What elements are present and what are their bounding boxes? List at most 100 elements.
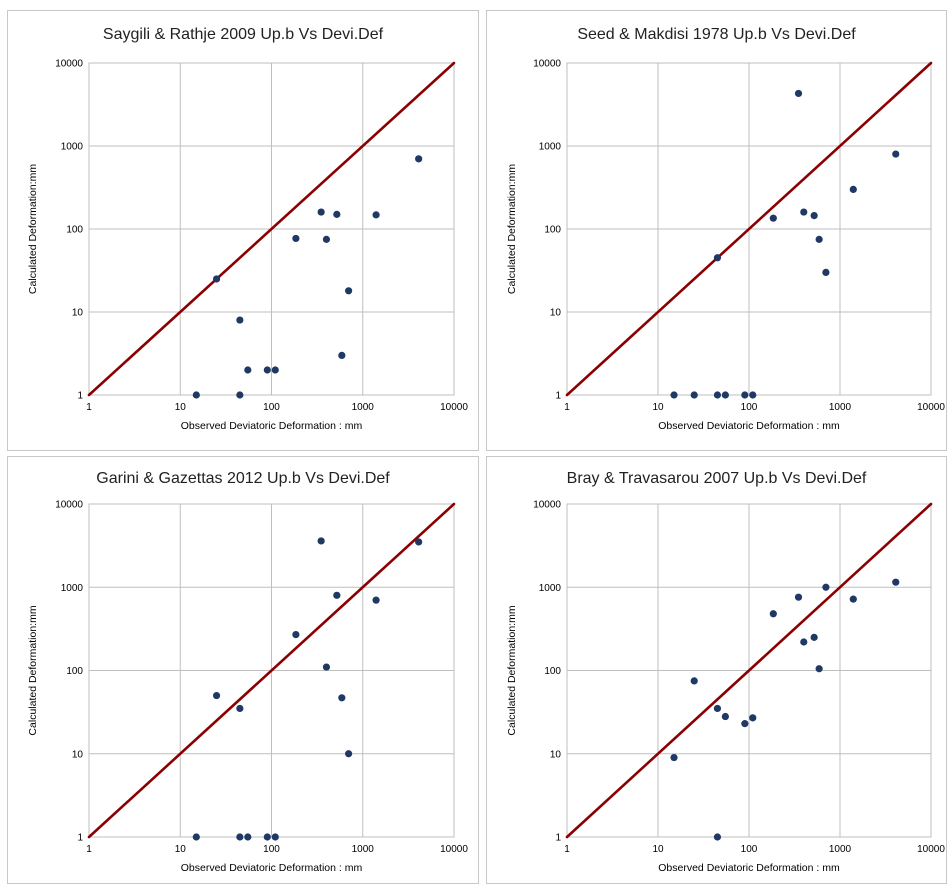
data-point	[815, 665, 823, 673]
data-point	[749, 714, 757, 722]
chart-panel-saygili-rathje: Saygili & Rathje 2009 Up.b Vs Devi.Def 1 1…	[7, 10, 479, 451]
reference-line-y-equals-x	[87, 61, 456, 397]
data-point	[372, 596, 380, 604]
data-points	[670, 89, 900, 399]
data-point	[713, 254, 722, 262]
scatter-plot: Saygili & Rathje 2009 Up.b Vs Devi.Def 1 1…	[27, 26, 468, 432]
data-point	[794, 89, 803, 98]
data-point	[292, 234, 300, 243]
x-tick-label: 1000	[352, 402, 375, 413]
y-axis-label: Calculated Deformation:mm	[27, 605, 39, 735]
data-point	[236, 316, 244, 324]
data-point	[345, 750, 353, 758]
data-point	[713, 391, 722, 399]
data-point	[800, 638, 808, 646]
x-tick-label: 10	[652, 402, 664, 413]
data-point	[769, 610, 777, 618]
y-tick-label: 10000	[55, 59, 83, 70]
data-point	[690, 677, 698, 685]
chart-title: Garini & Gazettas 2012 Up.b Vs Devi.Def	[96, 470, 390, 487]
data-points	[192, 155, 423, 399]
plot-frame	[566, 503, 932, 838]
plot-frame	[88, 62, 455, 396]
y-tick-label: 10	[550, 749, 562, 760]
data-point	[244, 366, 252, 374]
data-point	[236, 704, 244, 713]
x-axis-label: Observed Deviatoric Deformation : mm	[658, 420, 840, 432]
data-point	[713, 833, 722, 841]
y-tick-label: 10	[72, 308, 84, 319]
data-point	[892, 150, 900, 158]
data-point	[236, 391, 244, 399]
data-point	[236, 833, 244, 841]
data-point	[192, 391, 200, 399]
data-point	[670, 753, 678, 762]
data-point	[822, 583, 830, 591]
x-tick-label: 1000	[829, 402, 852, 413]
scatter-plot: Garini & Gazettas 2012 Up.b Vs Devi.Def 1…	[27, 470, 468, 874]
data-point	[741, 720, 749, 728]
data-point	[212, 691, 221, 700]
data-point	[794, 593, 803, 601]
data-point	[815, 235, 823, 243]
y-tick-label: 10	[72, 749, 84, 760]
data-point	[322, 663, 331, 671]
data-point	[892, 578, 900, 586]
data-point	[721, 712, 729, 721]
y-tick-label: 10000	[533, 500, 561, 511]
y-tick-label: 10000	[533, 59, 561, 70]
y-axis-label: Calculated Deformation:mm	[27, 164, 39, 294]
data-point	[317, 208, 325, 216]
chart-panel-seed-makdisi: Seed & Makdisi 1978 Up.b Vs Devi.Def 1 10 1…	[486, 10, 947, 451]
y-tick-label: 10000	[55, 500, 83, 511]
x-tick-label: 10000	[917, 844, 945, 855]
x-tick-label: 1	[564, 402, 570, 413]
data-point	[800, 208, 808, 216]
chart-title: Saygili & Rathje 2009 Up.b Vs Devi.Def	[103, 26, 384, 43]
data-point	[333, 210, 341, 218]
scatter-plot: Seed & Makdisi 1978 Up.b Vs Devi.Def 1 10 1…	[506, 26, 945, 432]
data-point	[244, 833, 252, 841]
y-tick-label: 1000	[61, 583, 84, 594]
y-axis-label: Calculated Deformation:mm	[506, 164, 518, 294]
x-tick-label: 10000	[440, 844, 468, 855]
y-tick-label: 100	[66, 225, 83, 236]
data-point	[271, 366, 279, 374]
y-tick-label: 1000	[539, 142, 562, 153]
scatter-plot: Bray & Travasarou 2007 Up.b Vs Devi.Def 1…	[506, 470, 945, 874]
chart-title: Bray & Travasarou 2007 Up.b Vs Devi.Def	[567, 470, 867, 487]
y-axis-label: Calculated Deformation:mm	[506, 605, 518, 735]
y-tick-label: 1	[555, 833, 561, 844]
x-axis-label: Observed Deviatoric Deformation : mm	[181, 862, 363, 874]
data-point	[415, 155, 423, 163]
data-point	[338, 351, 346, 359]
plot-frame	[88, 503, 455, 838]
data-point	[690, 391, 698, 399]
data-point	[263, 366, 271, 374]
data-point	[271, 833, 279, 841]
y-tick-label: 1	[555, 391, 561, 402]
x-tick-label: 100	[263, 844, 280, 855]
data-point	[741, 391, 749, 399]
x-tick-label: 100	[263, 402, 280, 413]
x-tick-label: 1	[86, 402, 92, 413]
data-point	[769, 214, 777, 222]
y-tick-label: 100	[66, 666, 83, 677]
x-tick-label: 10000	[917, 402, 945, 413]
data-point	[849, 185, 857, 193]
data-point	[713, 704, 722, 713]
x-axis-label: Observed Deviatoric Deformation : mm	[658, 862, 840, 874]
x-tick-label: 10	[652, 844, 664, 855]
data-point	[333, 591, 341, 599]
chart-panel-bray-travasarou: Bray & Travasarou 2007 Up.b Vs Devi.Def 1…	[486, 456, 947, 884]
data-points	[192, 537, 423, 841]
x-tick-label: 100	[741, 844, 758, 855]
x-tick-label: 10	[175, 844, 187, 855]
x-tick-label: 1000	[829, 844, 852, 855]
data-point	[415, 538, 423, 546]
y-tick-label: 100	[544, 225, 561, 236]
data-point	[338, 694, 346, 702]
data-point	[322, 235, 331, 243]
data-point	[670, 391, 678, 399]
y-tick-label: 1000	[61, 142, 84, 153]
